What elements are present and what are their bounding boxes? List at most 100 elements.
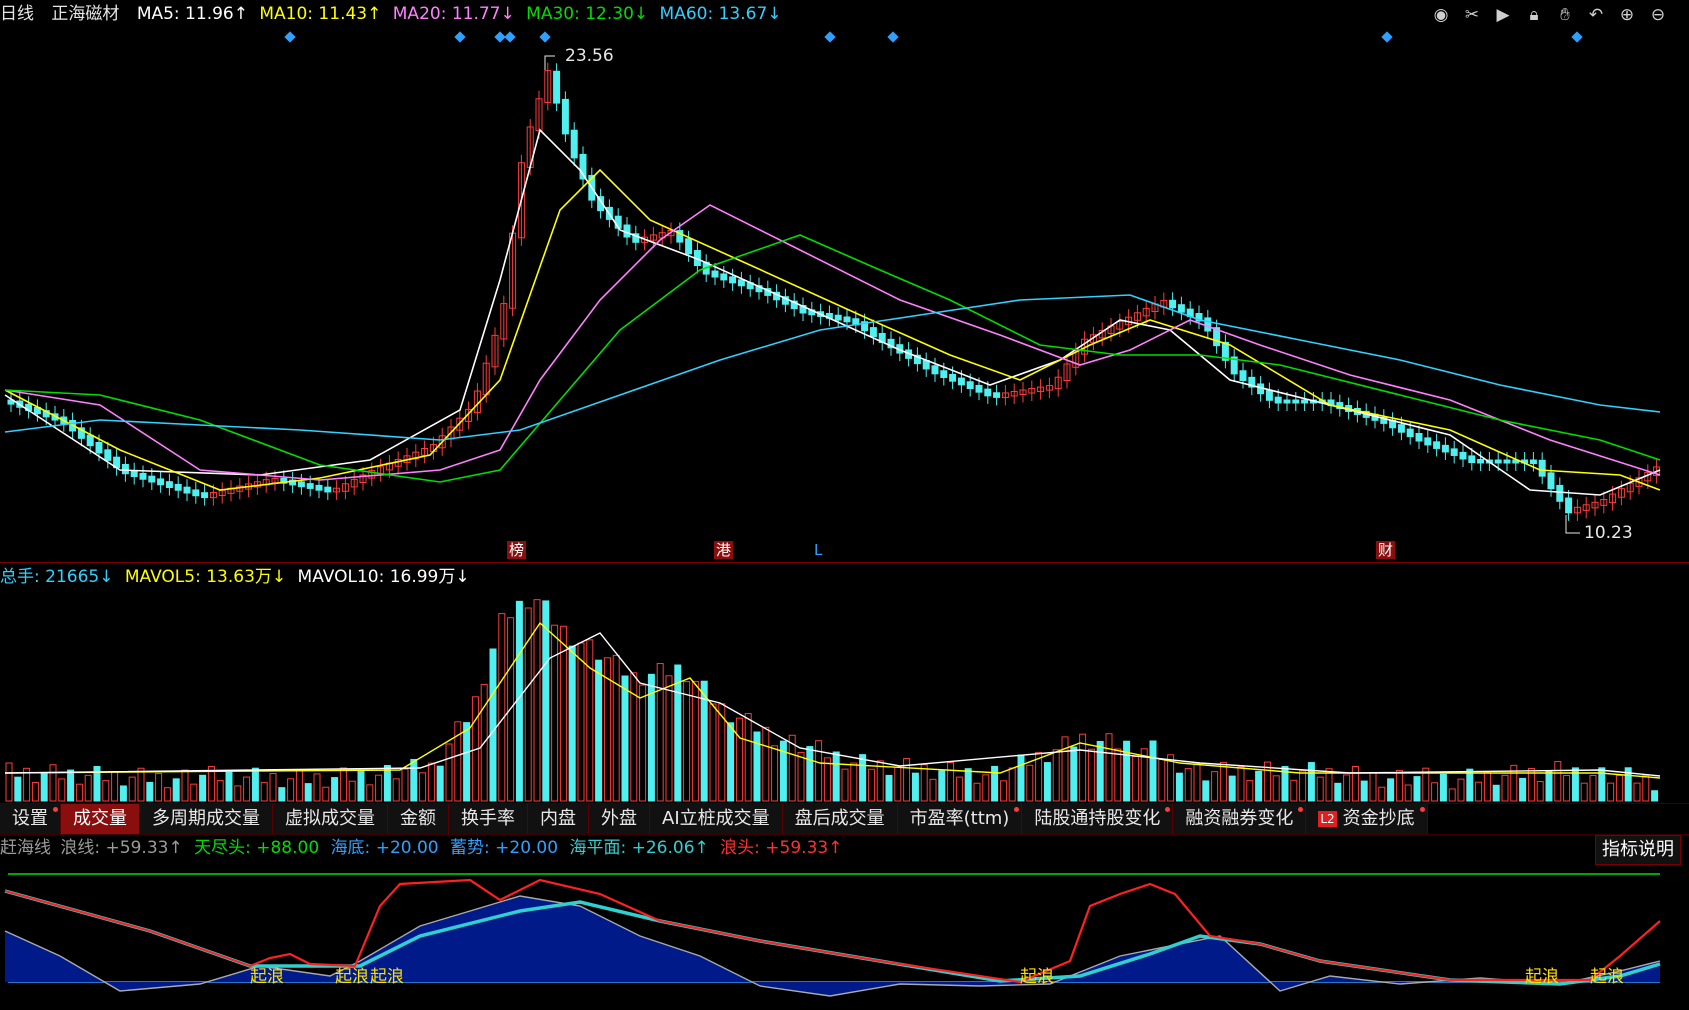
candle-body [887, 338, 895, 349]
volume-bar [225, 771, 233, 802]
candle-body [1265, 390, 1273, 401]
tab-7[interactable]: 外盘 [589, 804, 650, 834]
volume-bar [1351, 765, 1359, 802]
candle-body [165, 481, 173, 488]
volume-bar [542, 600, 550, 802]
event-marker-bang[interactable]: 榜 [507, 541, 527, 559]
candle-body [315, 484, 323, 491]
volume-bar [463, 722, 471, 802]
candle-body [289, 479, 297, 486]
tab-13[interactable]: L2 资金抄底 [1306, 804, 1428, 834]
volume-bar [454, 721, 462, 802]
volume-bar [533, 599, 541, 802]
tab-11[interactable]: 陆股通持股变化 [1022, 804, 1174, 834]
indicator-explain-button[interactable]: 指标说明 [1595, 835, 1681, 865]
tab-12[interactable]: 融资融券变化 [1173, 804, 1307, 834]
volume-bar [700, 680, 708, 802]
tab-2[interactable]: 多周期成交量 [140, 804, 273, 834]
volume-bar [23, 767, 31, 802]
candle-body [1459, 451, 1467, 460]
ma-line-4 [4, 294, 1661, 441]
signal-label: 起浪 [1020, 967, 1054, 987]
zoom-in-icon[interactable]: ⊕ [1619, 5, 1635, 25]
candle-body [1001, 392, 1009, 398]
candle-body [1089, 334, 1097, 343]
low-price-label: 10.23 [1584, 523, 1633, 543]
candle-body [1116, 321, 1124, 330]
undo-icon[interactable]: ↶ [1588, 5, 1604, 25]
zoom-out-icon[interactable]: ⊖ [1650, 5, 1666, 25]
lock-icon[interactable]: 🔒︎ [1529, 5, 1539, 25]
volume-bar [366, 784, 374, 802]
volume-bar [1096, 740, 1104, 802]
volume-bar [1008, 767, 1016, 802]
tab-10[interactable]: 市盈率(ttm) [897, 804, 1023, 834]
volume-bar [1360, 780, 1368, 802]
tab-1[interactable]: 成交量 [61, 804, 140, 834]
candle-body [104, 449, 112, 461]
volume-bar [656, 663, 664, 802]
stock-name: 正海磁材 [51, 4, 120, 24]
volume-bar [1624, 767, 1632, 802]
volume-bar [1457, 778, 1465, 802]
wave-line-value: 浪线: +59.33↑ [60, 838, 183, 858]
volume-bar [278, 787, 286, 802]
total-volume-label: 总手: 21665↓ [0, 567, 114, 587]
eye-icon[interactable]: ◉ [1433, 5, 1449, 25]
tab-9[interactable]: 盘后成交量 [782, 804, 898, 834]
candle-body [579, 153, 587, 180]
candle-body [1653, 466, 1661, 476]
signal-diamond-icon [824, 31, 836, 43]
ma10-label: MA10: 11.43↑ [259, 4, 382, 24]
volume-bar [1378, 786, 1386, 802]
candle-body [1221, 341, 1229, 361]
candle-body [957, 377, 965, 386]
volume-bar [903, 758, 911, 802]
play-icon[interactable]: ▶ [1496, 5, 1510, 25]
candle-body [1450, 448, 1458, 456]
candle-body [975, 384, 983, 393]
tab-0[interactable]: 设置 [0, 804, 61, 834]
volume-bar [850, 762, 858, 802]
volume-legend: 总手: 21665↓ MAVOL5: 13.63万↓ MAVOL10: 16.9… [0, 565, 476, 589]
volume-bar [1422, 767, 1430, 802]
tab-label: 金额 [400, 808, 436, 829]
candle-body [720, 273, 728, 281]
wave-head-line [4, 878, 1661, 984]
candle-body [1573, 506, 1581, 514]
volume-bar [1105, 733, 1113, 802]
price-chart [4, 31, 1661, 534]
event-marker-cai[interactable]: 财 [1376, 541, 1396, 559]
volume-bar [67, 769, 75, 802]
tab-label: AI立桩成交量 [662, 808, 770, 829]
volume-bar [1448, 788, 1456, 802]
event-marker-gang[interactable]: 港 [714, 541, 734, 559]
tab-5[interactable]: 换手率 [449, 804, 528, 834]
tab-8[interactable]: AI立桩成交量 [650, 804, 783, 834]
tab-6[interactable]: 内盘 [528, 804, 589, 834]
volume-bar [841, 768, 849, 802]
sea-fill-area [5, 896, 1660, 996]
mavol10-label: MAVOL10: 16.99万↓ [297, 567, 470, 587]
volume-bar [735, 717, 743, 802]
candle-body [280, 477, 288, 484]
volume-bar [771, 745, 779, 802]
candle-body [1169, 299, 1177, 309]
volume-bar [1387, 778, 1395, 802]
volume-bar [630, 672, 638, 802]
hand-icon[interactable]: ✋︎ [1560, 5, 1570, 25]
candle-body [1441, 444, 1449, 453]
candle-body [1591, 501, 1599, 509]
volume-bar [1413, 776, 1421, 802]
tab-4[interactable]: 金额 [388, 804, 449, 834]
volume-bar [1343, 774, 1351, 802]
candle-body [201, 492, 209, 499]
scissors-icon[interactable]: ✂ [1464, 5, 1480, 25]
volume-bar [322, 786, 330, 802]
tab-label: 外盘 [601, 808, 637, 829]
volume-bar [1167, 754, 1175, 802]
tab-3[interactable]: 虚拟成交量 [273, 804, 388, 834]
event-marker-l[interactable]: L [814, 541, 823, 559]
candle-body [649, 234, 657, 241]
candle-body [341, 483, 349, 492]
